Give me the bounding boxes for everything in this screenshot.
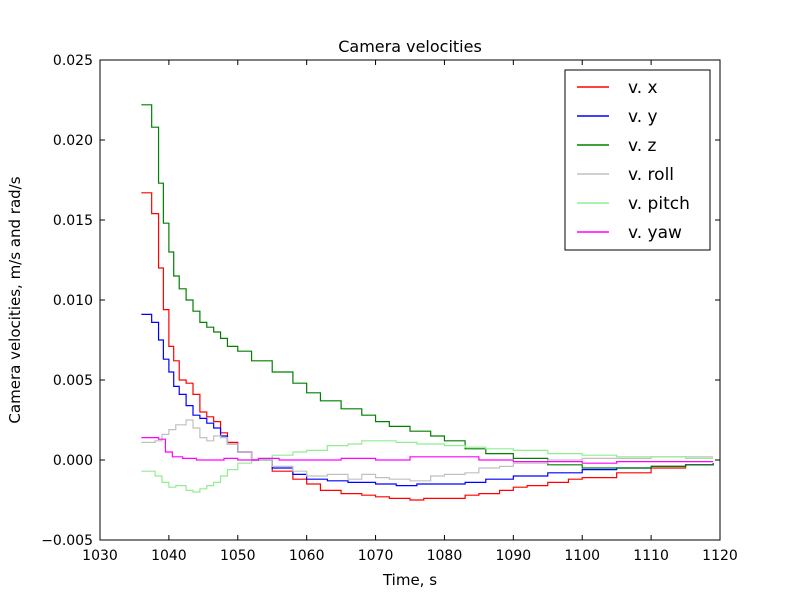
x-tick-label: 1050 bbox=[220, 548, 256, 564]
x-tick-label: 1100 bbox=[564, 548, 600, 564]
legend-label: v. x bbox=[628, 78, 658, 98]
x-axis: 1030 1040 1050 1060 1070 1080 1090 1100 1110 1120 bbox=[82, 60, 738, 564]
y-tick-label: 0.010 bbox=[53, 293, 93, 309]
legend-label: v. roll bbox=[628, 165, 674, 185]
x-tick-label: 1070 bbox=[358, 548, 394, 564]
legend-label: v. pitch bbox=[628, 194, 690, 214]
series-group bbox=[141, 104, 714, 501]
legend-box bbox=[564, 69, 711, 251]
y-tick-label: 0.015 bbox=[53, 213, 93, 229]
x-tick-label: 1030 bbox=[82, 548, 118, 564]
series-line-4 bbox=[141, 440, 714, 493]
y-axis-label: Camera velocities, m/s and rad/s bbox=[6, 176, 24, 423]
y-axis: −0.005 0.000 0.005 0.010 0.015 0.020 0.025 bbox=[41, 53, 720, 549]
x-axis-label: Time, s bbox=[382, 571, 437, 589]
series-line-0 bbox=[141, 192, 714, 501]
series-line-3 bbox=[141, 419, 714, 482]
series-line-5 bbox=[141, 437, 714, 464]
y-tick-label: 0.020 bbox=[53, 133, 93, 149]
series-line-2 bbox=[141, 104, 714, 469]
series-line-1 bbox=[141, 313, 714, 487]
y-tick-label: 0.000 bbox=[53, 453, 93, 469]
y-tick-label: −0.005 bbox=[41, 533, 93, 549]
x-tick-label: 1040 bbox=[151, 548, 187, 564]
x-tick-label: 1110 bbox=[633, 548, 669, 564]
legend: v. x v. y v. z v. roll v. pitch v. yaw bbox=[564, 69, 711, 251]
y-tick-label: 0.025 bbox=[53, 53, 93, 69]
legend-label: v. yaw bbox=[628, 223, 682, 243]
plot-area bbox=[141, 104, 714, 501]
legend-label: v. y bbox=[628, 107, 658, 127]
legend-label: v. z bbox=[628, 136, 657, 156]
x-tick-label: 1060 bbox=[289, 548, 325, 564]
y-tick-label: 0.005 bbox=[53, 373, 93, 389]
chart-title: Camera velocities bbox=[338, 37, 482, 56]
x-tick-label: 1120 bbox=[702, 548, 738, 564]
x-tick-label: 1080 bbox=[427, 548, 463, 564]
x-tick-label: 1090 bbox=[496, 548, 532, 564]
